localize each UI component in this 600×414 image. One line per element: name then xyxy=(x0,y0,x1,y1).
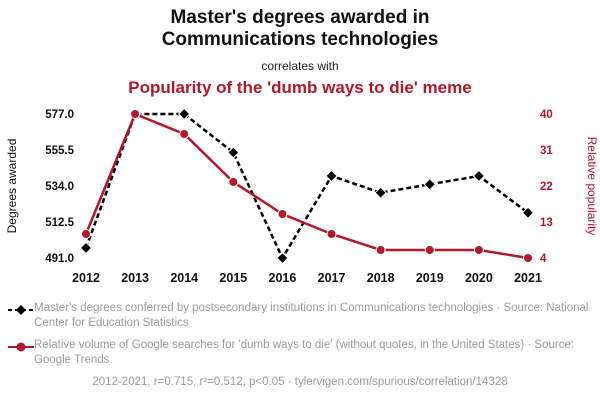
diamond-dashed-marker-icon xyxy=(8,304,34,315)
legend-text-degrees: Master's degrees conferred by postsecond… xyxy=(34,301,589,329)
svg-text:13: 13 xyxy=(540,217,553,229)
page-title: Master's degrees awarded in Communicatio… xyxy=(0,7,600,52)
svg-text:2019: 2019 xyxy=(416,271,444,285)
svg-text:31: 31 xyxy=(540,145,553,157)
svg-text:577.0: 577.0 xyxy=(45,109,74,121)
svg-text:2012: 2012 xyxy=(72,271,100,285)
secondary-title: Popularity of the 'dumb ways to die' mem… xyxy=(128,77,472,97)
correlates-with-label: correlates with xyxy=(261,58,339,73)
svg-text:Degrees awarded: Degrees awarded xyxy=(5,138,19,233)
circle-solid-marker-icon xyxy=(8,342,34,352)
svg-text:22: 22 xyxy=(540,181,553,193)
svg-text:2014: 2014 xyxy=(170,271,198,285)
svg-text:40: 40 xyxy=(540,109,553,121)
svg-text:2013: 2013 xyxy=(121,271,149,285)
chart-page: Master's degrees awarded in Communicatio… xyxy=(0,7,600,388)
legend-item-popularity: Relative volume of Google searches for '… xyxy=(8,338,590,368)
title-line-1: Master's degrees awarded in xyxy=(170,7,430,28)
svg-text:Relative popularity: Relative popularity xyxy=(585,136,599,235)
svg-text:534.0: 534.0 xyxy=(45,181,74,193)
svg-text:2018: 2018 xyxy=(367,271,395,285)
title-line-2: Communications technologies xyxy=(161,29,439,51)
svg-text:555.5: 555.5 xyxy=(45,145,74,157)
legend-text-popularity: Relative volume of Google searches for '… xyxy=(34,339,575,367)
chart-legend: Master's degrees conferred by postsecond… xyxy=(8,301,590,369)
svg-text:4: 4 xyxy=(540,253,547,265)
line-chart: 491.0 512.5 534.0 555.5 577.0 4 13 22 31 40 2012 20… xyxy=(5,107,599,285)
svg-text:491.0: 491.0 xyxy=(45,253,74,265)
footer-citation: 2012-2021, r=0.715, r²=0.512, p<0.05 · t… xyxy=(92,375,508,388)
legend-item-degrees: Master's degrees conferred by postsecond… xyxy=(8,301,590,331)
svg-text:2020: 2020 xyxy=(465,271,493,285)
svg-text:2016: 2016 xyxy=(269,271,297,285)
svg-text:2017: 2017 xyxy=(318,271,346,285)
svg-text:2015: 2015 xyxy=(219,271,247,285)
svg-text:2021: 2021 xyxy=(514,271,542,285)
svg-text:512.5: 512.5 xyxy=(45,217,74,229)
